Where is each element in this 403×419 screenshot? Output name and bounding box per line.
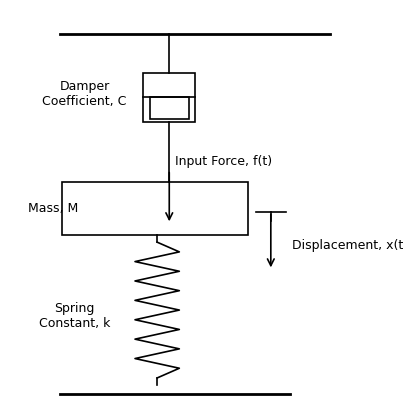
Text: Damper
Coefficient, C: Damper Coefficient, C [42,80,127,108]
Text: Spring
Constant, k: Spring Constant, k [39,303,110,330]
Bar [150,97,189,119]
Text: Displacement, x(t): Displacement, x(t) [292,238,403,252]
Text: Input Force, f(t): Input Force, f(t) [175,155,272,168]
Bar [143,73,195,122]
Text: Mass, M: Mass, M [28,202,79,215]
Bar [62,182,248,235]
